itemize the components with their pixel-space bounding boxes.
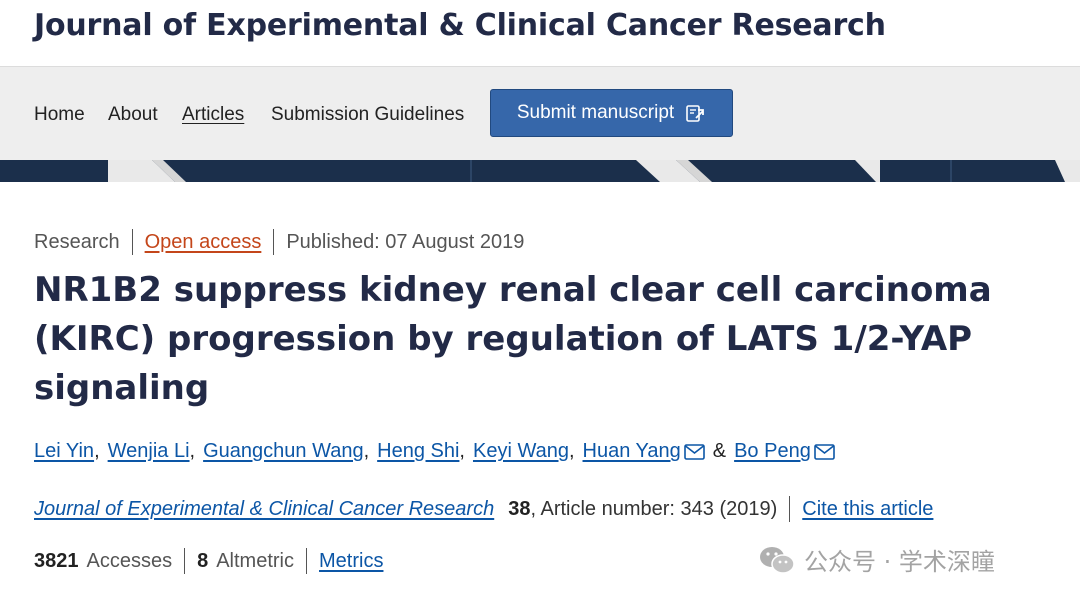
published-date: Published: 07 August 2019 xyxy=(286,230,525,253)
accesses-count: 3821 xyxy=(34,549,79,572)
main-navigation: Home About Articles Submission Guideline… xyxy=(0,67,1080,160)
watermark-text: 公众号 · 学术深瞳 xyxy=(804,548,995,576)
email-icon[interactable] xyxy=(814,443,835,460)
divider xyxy=(273,229,275,255)
submit-manuscript-label: Submit manuscript xyxy=(516,102,675,123)
nav-articles[interactable]: Articles xyxy=(182,104,245,125)
separator: , xyxy=(189,440,196,462)
author-link[interactable]: Keyi Wang xyxy=(472,440,569,462)
nav-home[interactable]: Home xyxy=(34,104,85,125)
author-link[interactable]: Heng Shi xyxy=(377,440,460,462)
citation-line: Journal of Experimental & Clinical Cance… xyxy=(34,496,933,522)
separator: , xyxy=(459,440,465,462)
metrics-link[interactable]: Metrics xyxy=(319,549,384,572)
article-title: NR1B2 suppress kidney renal clear cell c… xyxy=(34,270,992,408)
nav-submission-guidelines[interactable]: Submission Guidelines xyxy=(271,104,465,125)
author-link[interactable]: Huan Yang xyxy=(582,440,681,462)
email-icon[interactable] xyxy=(683,443,705,460)
separator: , xyxy=(94,440,100,462)
banner-pattern xyxy=(108,160,1080,182)
divider xyxy=(131,229,133,255)
separator: , xyxy=(363,440,370,462)
masthead: Journal of Experimental & Clinical Cance… xyxy=(0,0,1080,67)
author-link[interactable]: Lei Yin xyxy=(34,440,95,462)
ampersand: & xyxy=(712,440,727,462)
article-meta: Research Open access Published: 07 Augus… xyxy=(34,229,524,255)
divider xyxy=(789,496,791,522)
author-link[interactable]: Bo Peng xyxy=(734,440,811,462)
divider xyxy=(184,548,186,574)
journal-title[interactable]: Journal of Experimental & Clinical Cance… xyxy=(34,8,886,43)
watermark: 公众号 · 学术深瞳 xyxy=(758,542,995,577)
cite-this-article-link[interactable]: Cite this article xyxy=(802,497,934,520)
nav-about[interactable]: About xyxy=(108,104,158,125)
open-access-link[interactable]: Open access xyxy=(144,230,262,253)
author-list: Lei Yin, Wenjia Li, Guangchun Wang, Heng… xyxy=(34,440,835,463)
altmetric-count: 8 xyxy=(197,549,209,572)
wechat-icon xyxy=(760,546,795,574)
article-number: , Article number: 343 (2019) xyxy=(530,497,778,520)
author-link[interactable]: Wenjia Li xyxy=(107,440,190,462)
author-link[interactable]: Guangchun Wang xyxy=(203,440,364,462)
accesses-label: Accesses xyxy=(86,549,173,572)
journal-link[interactable]: Journal of Experimental & Clinical Cance… xyxy=(34,497,495,520)
article-type: Research xyxy=(34,230,120,253)
separator: , xyxy=(568,440,575,462)
decorative-banner xyxy=(0,160,1080,182)
volume-number: 38 xyxy=(508,497,531,520)
external-link-icon xyxy=(686,105,705,122)
altmetric-label: Altmetric xyxy=(216,549,295,572)
divider xyxy=(306,548,308,574)
submit-manuscript-button[interactable]: Submit manuscript xyxy=(490,89,733,137)
metrics-line: 3821 Accesses 8 Altmetric Metrics xyxy=(34,548,383,574)
